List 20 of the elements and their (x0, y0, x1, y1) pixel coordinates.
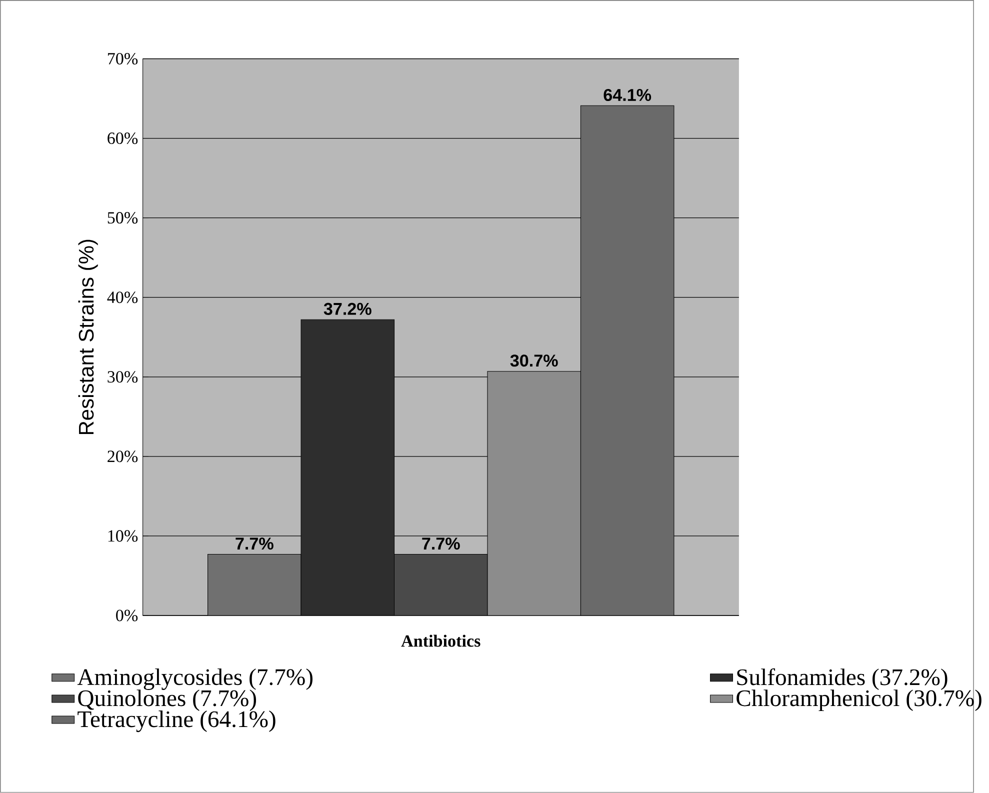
y-tick-label: 20% (108, 450, 138, 462)
data-label: 37.2% (324, 302, 372, 316)
y-tick-label: 70% (108, 53, 138, 65)
y-tick-label: 40% (107, 292, 138, 304)
y-tick-label: 30% (108, 371, 138, 383)
y-tick-label: 0% (116, 610, 138, 622)
legend-label: Chloramphenicol (30.7%) (736, 690, 982, 712)
data-label: 7.7% (236, 538, 274, 550)
y-tick-label: 50% (108, 212, 138, 224)
legend-label: Quinolones (7.7%) (78, 690, 256, 712)
y-tick-label: 60% (108, 132, 138, 144)
y-tick-label: 10% (108, 530, 138, 542)
y-axis-title: Resistant Strains (%) (78, 240, 98, 434)
data-label: 64.1% (604, 89, 652, 102)
data-label: 30.7% (510, 354, 558, 367)
legend-label: Sulfonamides (37.2%) (737, 668, 948, 690)
data-label: 7.7% (422, 538, 460, 550)
legend-label: Tetracycline (64.1%) (78, 710, 276, 732)
x-axis-title: Antibiotics (401, 634, 480, 647)
legend-label: Aminoglycosides (7.7%) (77, 668, 312, 690)
